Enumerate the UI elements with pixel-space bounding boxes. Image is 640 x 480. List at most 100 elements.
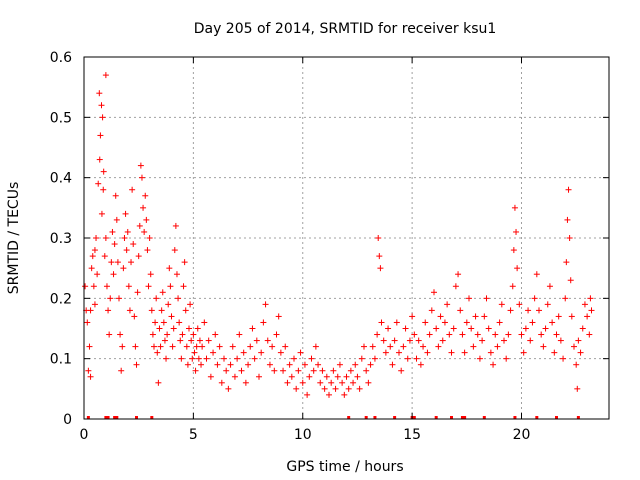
data-point	[511, 204, 518, 211]
data-point	[536, 307, 542, 314]
data-point	[490, 361, 497, 368]
data-point	[201, 319, 208, 326]
data-point	[180, 283, 187, 290]
data-point	[98, 102, 105, 109]
data-point	[291, 355, 297, 362]
data-point	[187, 301, 194, 308]
data-point	[86, 343, 93, 350]
data-point	[555, 313, 562, 320]
data-point	[402, 325, 409, 332]
data-point	[253, 337, 260, 344]
data-point	[409, 313, 416, 320]
data-point	[315, 361, 322, 368]
data-point	[375, 235, 382, 241]
data-point	[234, 355, 241, 362]
data-point	[82, 283, 89, 290]
data-point	[107, 295, 114, 302]
data-point	[581, 301, 588, 308]
x-tick-label: 5	[189, 427, 198, 443]
data-point	[376, 253, 383, 260]
data-point	[171, 247, 178, 254]
data-point	[525, 307, 532, 314]
data-point	[441, 319, 448, 326]
data-point	[380, 337, 387, 344]
data-point	[479, 337, 486, 344]
data-point	[567, 277, 574, 284]
data-point	[210, 349, 217, 356]
data-point	[371, 355, 378, 362]
data-point	[411, 331, 418, 338]
data-point	[126, 307, 133, 314]
data-point	[153, 295, 160, 302]
data-point	[273, 331, 280, 338]
data-point	[579, 325, 586, 332]
data-point	[231, 373, 238, 380]
y-tick-label: 0	[63, 412, 72, 428]
data-point	[422, 319, 429, 326]
data-point	[113, 216, 120, 223]
data-point	[284, 379, 291, 386]
data-point	[275, 313, 282, 320]
data-point	[166, 265, 173, 272]
data-point	[389, 361, 396, 368]
data-point	[568, 313, 575, 320]
data-point	[198, 361, 205, 368]
data-point	[196, 337, 203, 344]
data-point	[387, 343, 394, 350]
y-tick-label: 0.4	[50, 171, 72, 187]
data-point	[527, 337, 534, 344]
data-point	[87, 373, 94, 380]
data-point	[377, 265, 384, 272]
y-tick-label: 0.3	[50, 231, 72, 247]
data-point	[588, 307, 595, 314]
data-point	[84, 319, 91, 326]
data-point	[510, 247, 517, 254]
data-point	[463, 319, 470, 326]
data-point	[95, 180, 102, 187]
data-point	[131, 313, 138, 320]
data-point	[577, 349, 584, 356]
data-point	[574, 385, 581, 392]
data-point	[406, 337, 413, 344]
data-point	[176, 319, 183, 326]
data-point	[111, 241, 118, 248]
data-point	[374, 331, 381, 338]
data-point	[347, 367, 354, 374]
data-point	[134, 289, 141, 296]
data-point	[141, 228, 148, 235]
data-point	[509, 283, 516, 290]
data-point	[485, 325, 492, 332]
y-tick-label: 0.1	[50, 352, 72, 368]
data-point	[221, 355, 227, 362]
data-point	[332, 385, 339, 392]
data-point	[487, 349, 494, 356]
data-point	[262, 301, 269, 308]
data-point	[439, 337, 446, 344]
data-point	[101, 253, 108, 260]
data-point	[137, 162, 144, 169]
data-point	[199, 343, 206, 350]
data-point	[135, 253, 142, 260]
data-point	[336, 361, 343, 368]
data-point	[352, 361, 359, 368]
data-point	[155, 379, 162, 386]
data-point	[573, 361, 580, 368]
data-point	[144, 247, 151, 254]
data-point	[271, 367, 278, 374]
data-point	[247, 343, 254, 350]
data-point	[94, 271, 101, 278]
x-tick-label: 10	[294, 427, 312, 443]
data-point	[108, 259, 115, 266]
data-point	[151, 343, 157, 350]
data-point	[100, 186, 107, 193]
data-point	[168, 313, 175, 320]
data-point	[398, 367, 405, 374]
data-point	[96, 90, 103, 97]
data-point	[369, 343, 376, 350]
data-point	[444, 301, 451, 308]
data-point	[170, 325, 177, 332]
data-point	[428, 307, 435, 314]
data-point	[158, 307, 165, 314]
data-point	[147, 271, 154, 278]
data-point	[437, 313, 444, 320]
